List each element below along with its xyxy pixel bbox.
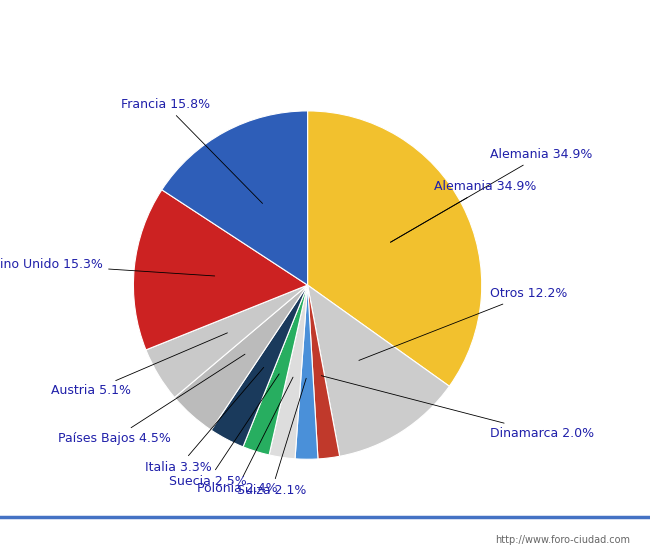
Wedge shape bbox=[307, 111, 482, 386]
Wedge shape bbox=[211, 285, 307, 447]
Wedge shape bbox=[307, 285, 449, 456]
Wedge shape bbox=[269, 285, 307, 459]
Wedge shape bbox=[162, 111, 307, 285]
Text: Suiza 2.1%: Suiza 2.1% bbox=[237, 378, 306, 497]
Text: Polonia 2.4%: Polonia 2.4% bbox=[197, 377, 293, 495]
Wedge shape bbox=[146, 285, 307, 398]
Text: Banyalbufar - Turistas extranjeros según país - Abril de 2024: Banyalbufar - Turistas extranjeros según… bbox=[64, 13, 586, 29]
Wedge shape bbox=[175, 285, 307, 430]
Wedge shape bbox=[243, 285, 307, 455]
Text: Francia 15.8%: Francia 15.8% bbox=[121, 98, 263, 204]
Text: Alemania 34.9%: Alemania 34.9% bbox=[391, 148, 593, 242]
Text: Alemania 34.9%: Alemania 34.9% bbox=[391, 180, 537, 242]
Wedge shape bbox=[133, 190, 307, 350]
Text: Otros 12.2%: Otros 12.2% bbox=[359, 287, 568, 360]
Text: Austria 5.1%: Austria 5.1% bbox=[51, 333, 227, 398]
Text: http://www.foro-ciudad.com: http://www.foro-ciudad.com bbox=[495, 535, 630, 546]
Text: Suecia 2.5%: Suecia 2.5% bbox=[169, 374, 279, 488]
Text: Dinamarca 2.0%: Dinamarca 2.0% bbox=[321, 376, 595, 439]
Wedge shape bbox=[307, 285, 340, 459]
Text: Italia 3.3%: Italia 3.3% bbox=[146, 367, 264, 474]
Text: Reino Unido 15.3%: Reino Unido 15.3% bbox=[0, 258, 214, 276]
Text: Países Bajos 4.5%: Países Bajos 4.5% bbox=[58, 354, 245, 445]
Wedge shape bbox=[295, 285, 318, 459]
